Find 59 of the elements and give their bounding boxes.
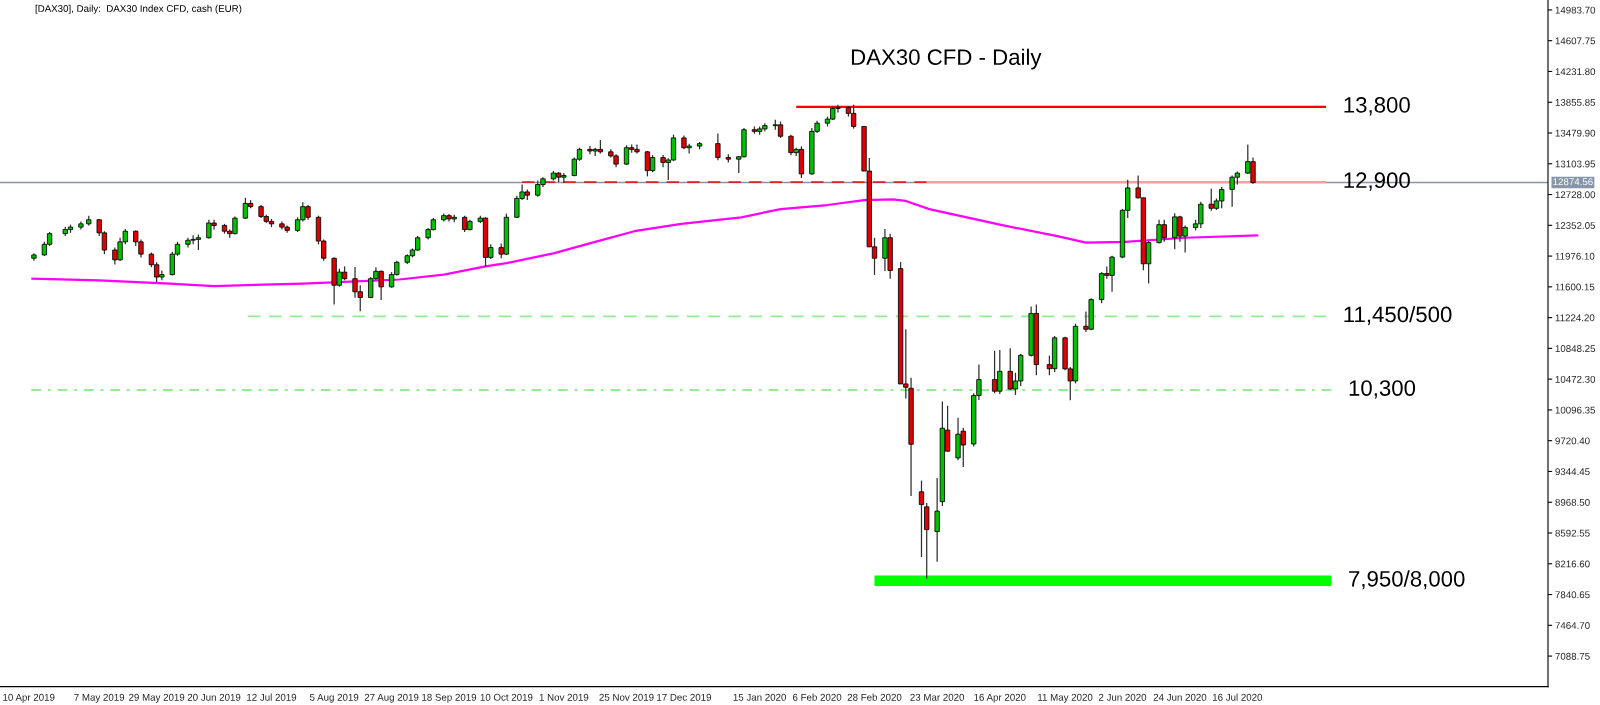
x-tick-label: 2 Jun 2020 [1098, 693, 1147, 701]
series-label: 7,950/8,000 [1349, 570, 1465, 590]
x-tick-label: 6 Feb 2020 [792, 693, 842, 701]
y-tick-label: 13479.90 [1555, 129, 1596, 137]
line-series [30, 198, 1260, 288]
x-tick-label: 16 Apr 2020 [974, 693, 1026, 703]
x-tick-label: 10 Apr 2019 [3, 693, 55, 703]
y-tick-label: 10472.30 [1555, 375, 1596, 383]
x-tick-label: 17 Dec 2019 [657, 693, 712, 701]
series-label: 12,900 [1344, 172, 1410, 191]
y-tick-label: 8592.55 [1555, 529, 1590, 537]
y-tick-label: 11224.20 [1555, 314, 1595, 322]
y-tick-label: 11600.15 [1555, 283, 1595, 291]
x-tick-label: 11 May 2020 [1038, 693, 1093, 703]
ref-line-label: 12874.56 [1553, 178, 1593, 186]
y-tick-label: 11976.10 [1555, 252, 1595, 260]
series-label: 11,450/500 [1344, 305, 1452, 325]
candlestick [715, 132, 721, 161]
y-tick-label: 14607.75 [1555, 37, 1596, 45]
text: DAX30 CFD - Daily [851, 48, 1042, 70]
x-tick-label: 7 May 2019 [74, 693, 125, 703]
x-tick-label: 5 Aug 2019 [309, 693, 359, 703]
candlestick [242, 197, 249, 220]
y-tick-label: 8968.50 [1555, 498, 1590, 506]
y-tick-label: 14231.80 [1555, 68, 1596, 76]
y-tick-label: 13855.85 [1555, 98, 1596, 106]
x-tick-label: 12 Jul 2019 [247, 693, 297, 701]
y-tick-label: 12728.00 [1555, 191, 1596, 199]
annotation: [DAX30], Daily: DAX30 Index CFD, cash (EUR) [35, 4, 242, 14]
y-tick-label: 9344.45 [1555, 468, 1590, 476]
x-tick-label: 18 Sep 2019 [422, 693, 477, 703]
candlestick [850, 104, 857, 130]
y-tick-label: 7464.70 [1555, 622, 1590, 629]
x-tick-label: 28 Feb 2020 [847, 693, 902, 701]
y-tick-label: 9720.40 [1555, 437, 1590, 445]
y-tick-label: 13103.95 [1555, 160, 1596, 168]
x-tick-label: 29 May 2019 [129, 693, 185, 703]
x-tick-label: 23 Mar 2020 [910, 693, 965, 701]
series-label: 10,300 [1349, 380, 1416, 399]
x-tick-label: 15 Jan 2020 [733, 693, 787, 701]
x-tick-label: 16 Jul 2020 [1212, 693, 1263, 701]
y-tick-label: 14983.70 [1555, 6, 1596, 14]
series-label: 13,800 [1344, 97, 1410, 116]
candlestick [918, 479, 925, 558]
candlestick [924, 502, 930, 580]
x-tick-label: 10 Oct 2019 [480, 693, 533, 701]
candlestick [934, 477, 940, 563]
candlestick [644, 150, 651, 177]
y-tick-label: 12352.05 [1555, 222, 1596, 229]
x-tick-label: 27 Aug 2019 [364, 693, 419, 703]
x-tick-label: 25 Nov 2019 [599, 693, 654, 701]
y-tick-label: 7840.65 [1555, 591, 1590, 599]
x-tick-label: 24 Jun 2020 [1153, 693, 1207, 701]
y-tick-label: 8216.60 [1555, 560, 1590, 568]
y-tick-label: 10848.25 [1555, 345, 1596, 353]
x-tick-label: 20 Jun 2019 [187, 693, 241, 701]
x-tick-label: 1 Nov 2019 [539, 693, 589, 701]
y-tick-label: 7088.75 [1555, 652, 1590, 660]
y-tick-label: 10096.35 [1555, 406, 1596, 414]
